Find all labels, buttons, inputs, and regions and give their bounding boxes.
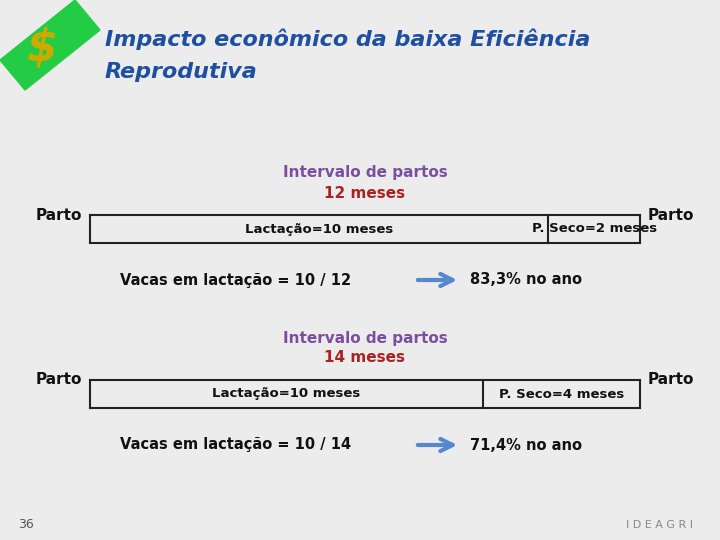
Text: 83,3% no ano: 83,3% no ano <box>470 273 582 287</box>
Text: P. Seco=2 meses: P. Seco=2 meses <box>531 222 657 235</box>
Text: 12 meses: 12 meses <box>325 186 405 200</box>
Text: Impacto econômico da baixa Eficiência: Impacto econômico da baixa Eficiência <box>105 28 590 50</box>
Text: 36: 36 <box>18 518 34 531</box>
Text: P. Seco=4 meses: P. Seco=4 meses <box>499 388 624 401</box>
Text: Intervalo de partos: Intervalo de partos <box>283 165 447 180</box>
Text: Vacas em lactação = 10 / 12: Vacas em lactação = 10 / 12 <box>120 273 351 287</box>
Text: $: $ <box>27 26 58 70</box>
Text: Parto: Parto <box>35 207 82 222</box>
Text: I D E A G R I: I D E A G R I <box>626 520 693 530</box>
Text: Reprodutiva: Reprodutiva <box>105 62 258 82</box>
Text: Parto: Parto <box>648 207 694 222</box>
Polygon shape <box>0 0 100 90</box>
Text: Parto: Parto <box>35 373 82 388</box>
Text: Intervalo de partos: Intervalo de partos <box>283 330 447 346</box>
Text: Lactação=10 meses: Lactação=10 meses <box>245 222 393 235</box>
Text: Vacas em lactação = 10 / 14: Vacas em lactação = 10 / 14 <box>120 437 351 453</box>
Text: Parto: Parto <box>648 373 694 388</box>
Text: 14 meses: 14 meses <box>325 350 405 366</box>
Text: 71,4% no ano: 71,4% no ano <box>470 437 582 453</box>
Text: Lactação=10 meses: Lactação=10 meses <box>212 388 361 401</box>
